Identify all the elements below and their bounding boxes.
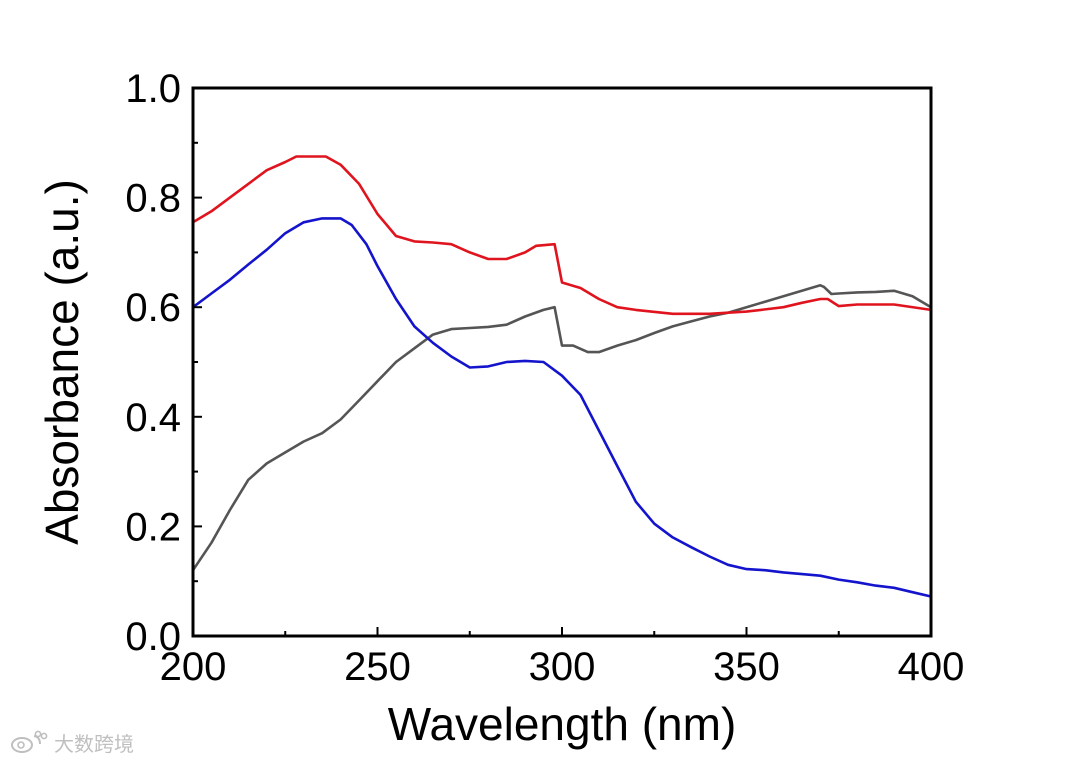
series-line-blue: [192, 217, 932, 598]
y-tick-label-0.2: 0.2: [125, 505, 181, 549]
plot-frame: [191, 86, 933, 638]
y-tick-label-1.0: 1.0: [125, 67, 181, 111]
watermark-text: 大数跨境: [54, 732, 134, 756]
x-axis-title: Wavelength (nm): [388, 698, 737, 750]
series-line-red: [192, 155, 932, 316]
series-layer: [191, 155, 932, 598]
x-tick-label-350: 350: [713, 645, 780, 689]
y-tick-label-0.4: 0.4: [125, 396, 181, 440]
x-tick-label-200: 200: [160, 645, 227, 689]
series-line-gray: [191, 283, 932, 571]
y-tick-label-0.8: 0.8: [125, 177, 181, 221]
watermark: 大数跨境: [10, 728, 134, 757]
x-tick-label-250: 250: [344, 645, 411, 689]
x-tick-label-400: 400: [898, 645, 965, 689]
y-tick-label-0.0: 0.0: [125, 615, 181, 659]
x-tick-label-300: 300: [529, 645, 596, 689]
tick-layer: 200 250 300 350 400 0.0 0.2 0.4 0.6 0.8 1.0: [125, 67, 964, 689]
y-tick-label-0.6: 0.6: [125, 286, 181, 330]
y-axis-title: Absorbance (a.u.): [36, 179, 88, 545]
weibo-logo-icon: [11, 730, 48, 753]
